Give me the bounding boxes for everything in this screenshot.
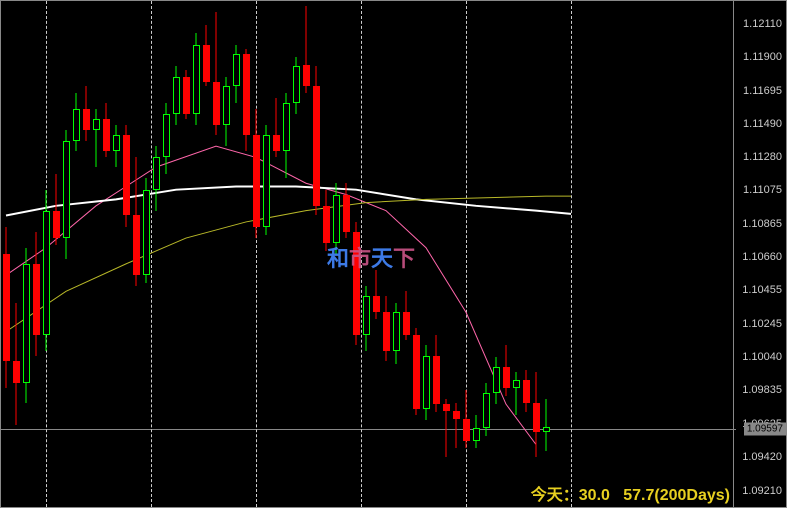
candle bbox=[463, 390, 470, 448]
candle bbox=[373, 270, 380, 318]
y-tick-label: 1.10245 bbox=[742, 318, 782, 330]
candle bbox=[83, 86, 90, 141]
candle bbox=[93, 109, 100, 167]
candle bbox=[283, 93, 290, 178]
candle bbox=[213, 12, 220, 135]
candle bbox=[393, 303, 400, 364]
y-tick-label: 1.11280 bbox=[743, 151, 782, 163]
candle bbox=[313, 66, 320, 216]
candle bbox=[333, 183, 340, 254]
y-tick-label: 1.11490 bbox=[743, 118, 782, 130]
candle bbox=[53, 174, 60, 245]
chart-window: 和市天下 1.12110 1.11900 1.11695 1.11490 1.11280… bbox=[0, 0, 787, 508]
candle bbox=[3, 227, 10, 388]
candle bbox=[253, 109, 260, 238]
candle bbox=[453, 403, 460, 448]
y-tick-label: 1.10040 bbox=[742, 351, 782, 363]
y-tick-label: 1.10660 bbox=[742, 251, 782, 263]
candle bbox=[493, 357, 500, 404]
candle bbox=[353, 222, 360, 345]
y-tick-label: 1.09210 bbox=[742, 485, 782, 497]
candle bbox=[443, 399, 450, 457]
candle bbox=[303, 6, 310, 93]
y-tick-label: 1.11075 bbox=[743, 184, 782, 196]
candle bbox=[383, 296, 390, 361]
candle bbox=[13, 303, 20, 426]
candle bbox=[423, 345, 430, 421]
candle bbox=[523, 370, 530, 412]
candle bbox=[43, 190, 50, 351]
candle bbox=[323, 190, 330, 251]
candle bbox=[403, 291, 410, 339]
candle bbox=[153, 146, 160, 211]
candle bbox=[103, 103, 110, 158]
y-tick-label: 1.12110 bbox=[743, 18, 782, 30]
candle bbox=[363, 286, 370, 351]
y-tick-label: 1.10455 bbox=[742, 284, 782, 296]
candle bbox=[473, 415, 480, 447]
candle bbox=[23, 248, 30, 403]
candle bbox=[123, 125, 130, 227]
candle bbox=[503, 345, 510, 397]
candle bbox=[63, 130, 70, 259]
y-tick-label: 1.10865 bbox=[742, 218, 782, 230]
watermark-text: 和市天下 bbox=[327, 248, 415, 270]
candle bbox=[73, 93, 80, 151]
footer-prefix: 今天： bbox=[531, 487, 579, 504]
candle bbox=[33, 232, 40, 356]
y-tick-label: 1.11900 bbox=[743, 51, 782, 63]
candle bbox=[343, 183, 350, 238]
y-axis: 1.12110 1.11900 1.11695 1.11490 1.11280 1.110… bbox=[733, 1, 786, 508]
candle bbox=[243, 49, 250, 151]
footer-suffix: (200Days) bbox=[654, 487, 730, 504]
candle bbox=[273, 98, 280, 158]
candle bbox=[533, 372, 540, 457]
candle bbox=[183, 70, 190, 118]
candle bbox=[143, 178, 150, 283]
footer-v1: 30.0 bbox=[579, 487, 610, 504]
candle bbox=[543, 399, 550, 451]
footer-v2: 57.7 bbox=[623, 487, 654, 504]
candle bbox=[133, 157, 140, 286]
candle bbox=[193, 33, 200, 125]
current-price-line bbox=[1, 429, 736, 431]
price-marker: 1.09597 bbox=[744, 422, 786, 435]
footer-status: 今天：30.0 57.7(200Days) bbox=[531, 481, 730, 505]
candle bbox=[163, 103, 170, 174]
y-tick-label: 1.09420 bbox=[742, 451, 782, 463]
candle bbox=[413, 328, 420, 415]
candle bbox=[223, 77, 230, 146]
y-tick-label: 1.11695 bbox=[743, 85, 782, 97]
candle bbox=[233, 45, 240, 103]
candle bbox=[483, 383, 490, 436]
candle bbox=[113, 125, 120, 167]
candle bbox=[433, 335, 440, 412]
candle bbox=[263, 125, 270, 235]
candle bbox=[173, 66, 180, 126]
candle bbox=[513, 372, 520, 416]
candle bbox=[293, 57, 300, 113]
candle bbox=[203, 25, 210, 86]
y-tick-label: 1.09835 bbox=[742, 384, 782, 396]
chart-plot-area[interactable]: 和市天下 bbox=[1, 1, 736, 508]
